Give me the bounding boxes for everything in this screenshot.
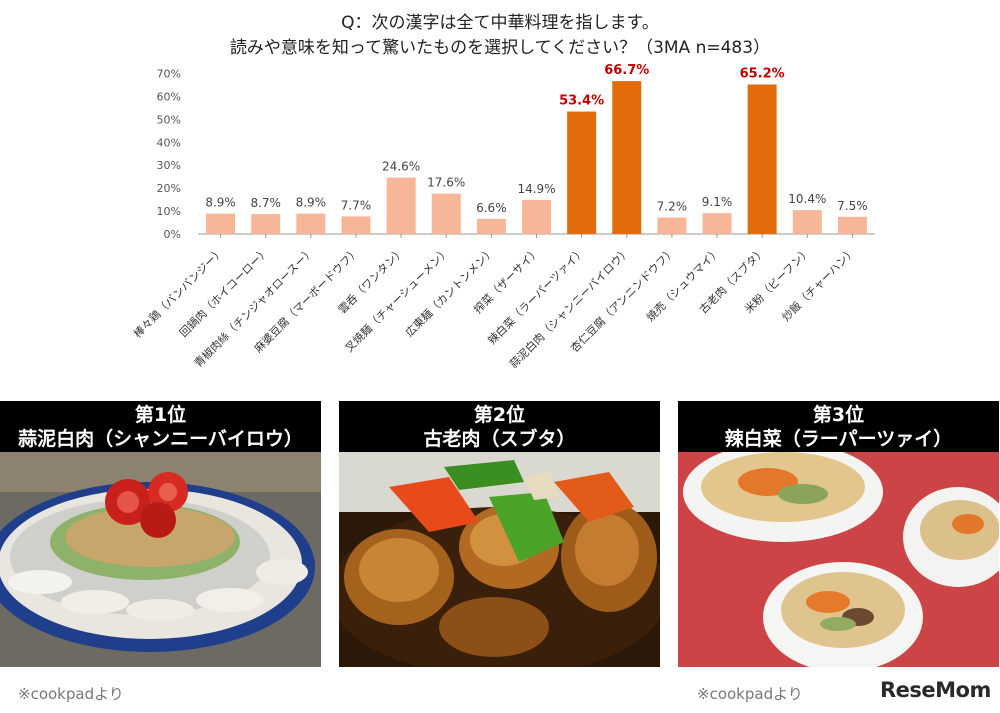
- y-tick-label: 0%: [164, 228, 181, 241]
- bar: [837, 216, 867, 234]
- data-label: 14.9%: [517, 182, 555, 196]
- data-label: 10.4%: [788, 192, 826, 206]
- bar: [792, 210, 822, 234]
- rank-3-card: 第3位 辣白菜（ラーパーツァイ）: [678, 401, 999, 667]
- bar: [612, 81, 642, 234]
- y-tick-label: 60%: [157, 90, 181, 103]
- bar-chart: 0% 10% 20% 30% 40% 50% 60% 70% 8.9% 棒々鶏（バンバンジー） 8.…: [130, 63, 875, 371]
- y-tick-label: 70%: [157, 68, 181, 81]
- data-label: 8.7%: [250, 196, 281, 210]
- resemom-logo: ReseMom: [880, 678, 991, 702]
- data-label: 7.2%: [657, 199, 688, 213]
- x-tick-label: 回鍋肉（ホイコーロー）: [176, 244, 271, 339]
- bar: [567, 111, 597, 234]
- rank-2-card: 第2位 古老肉（スブタ）: [339, 401, 660, 667]
- rank-3-dish: 辣白菜（ラーパーツァイ）: [724, 428, 953, 450]
- data-label: 7.5%: [837, 199, 868, 213]
- bar: [476, 218, 506, 234]
- data-label: 17.6%: [427, 176, 465, 190]
- bar: [657, 217, 687, 234]
- rank-1-header: 第1位 蒜泥白肉（シャンニーバイロウ）: [0, 401, 321, 452]
- rank-2-photo: [339, 452, 660, 667]
- question-line-2: 読みや意味を知って驚いたものを選択してください？（3MA n=483）: [229, 38, 771, 58]
- rank-3-header: 第3位 辣白菜（ラーパーツァイ）: [678, 401, 999, 452]
- question-line-1: Q：次の漢字は全て中華料理を指します。: [341, 13, 659, 33]
- data-label: 6.6%: [476, 201, 507, 215]
- rank-3-photo: [678, 452, 999, 667]
- data-label: 24.6%: [382, 160, 420, 174]
- y-tick-label: 50%: [157, 113, 181, 126]
- bar: [251, 214, 281, 234]
- data-label: 8.9%: [205, 196, 236, 210]
- bar: [522, 199, 551, 234]
- bar: [386, 177, 416, 234]
- data-label: 9.1%: [702, 195, 733, 209]
- y-tick-label: 10%: [157, 205, 181, 218]
- bar: [341, 216, 371, 234]
- y-tick-label: 30%: [157, 159, 181, 172]
- data-label: 8.9%: [296, 196, 327, 210]
- y-tick-label: 20%: [157, 182, 181, 195]
- rank-1-photo: [0, 452, 321, 667]
- bar: [702, 213, 732, 234]
- data-label: 7.7%: [341, 198, 372, 212]
- x-tick-label: 棒々鶏（バンバンジー）: [130, 244, 226, 340]
- rank-2-heading: 第2位: [473, 404, 526, 426]
- bar: [296, 213, 326, 234]
- y-tick-label: 40%: [157, 136, 181, 149]
- data-label: 65.2%: [740, 67, 785, 82]
- rank-1-card: 第1位 蒜泥白肉（シャンニーバイロウ）: [0, 401, 321, 667]
- bar: [431, 193, 461, 234]
- data-label: 53.4%: [559, 94, 604, 109]
- rank-3-heading: 第3位: [812, 404, 865, 426]
- bar: [206, 213, 236, 234]
- data-label: 66.7%: [604, 63, 649, 78]
- x-tick-label: 炒飯（チャーハン）: [779, 244, 859, 324]
- photo-credit-left: ※cookpadより: [18, 685, 124, 703]
- x-tick-label: 広東麺（カントンメン）: [403, 245, 498, 340]
- rank-2-dish: 古老肉（スブタ）: [423, 428, 576, 450]
- rank-2-header: 第2位 古老肉（スブタ）: [339, 401, 660, 452]
- rank-1-heading: 第1位: [134, 404, 187, 426]
- bar: [747, 84, 777, 235]
- photo-credit-right: ※cookpadより: [697, 685, 803, 703]
- rank-1-dish: 蒜泥白肉（シャンニーバイロウ）: [18, 428, 303, 450]
